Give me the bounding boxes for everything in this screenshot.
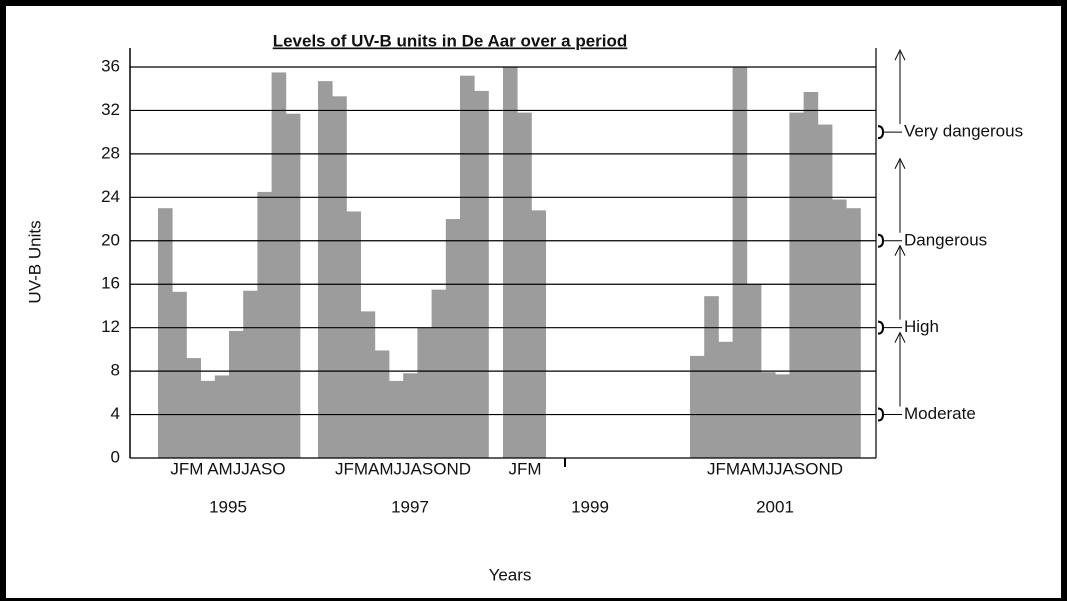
bar — [172, 291, 187, 458]
bar — [374, 350, 390, 458]
bar — [704, 296, 719, 458]
y-tick-label: 0 — [111, 447, 120, 466]
year-label: 1995 — [209, 497, 247, 516]
bar — [460, 75, 475, 458]
y-tick-label: 8 — [111, 361, 120, 380]
bar — [271, 72, 287, 459]
bar — [332, 96, 347, 458]
bar — [690, 355, 705, 458]
level-annotation: Moderate — [904, 404, 976, 423]
month-labels: JFMAMJJASOND — [707, 459, 843, 478]
year-label: 1999 — [571, 497, 609, 516]
chart-title: Levels of UV-B units in De Aar over a pe… — [273, 31, 628, 50]
bar — [531, 210, 546, 458]
level-annotation: High — [904, 317, 939, 336]
y-tick-label: 32 — [101, 100, 120, 119]
year-label: 2001 — [756, 497, 794, 516]
bar — [445, 219, 461, 458]
arrow-head — [894, 49, 906, 61]
bar — [403, 373, 418, 458]
month-labels: JFM AMJJASO — [170, 459, 285, 478]
bar — [243, 290, 258, 458]
arrow-head — [894, 244, 906, 256]
month-labels: JFMAMJJASOND — [335, 459, 471, 478]
bar — [789, 112, 804, 458]
bar — [214, 375, 230, 458]
bar — [389, 380, 404, 458]
y-tick-label: 16 — [101, 274, 120, 293]
bar — [431, 289, 447, 458]
bar — [158, 208, 173, 458]
bar — [186, 358, 201, 458]
bar — [417, 327, 432, 458]
y-tick-label: 36 — [101, 56, 120, 75]
arrow-head — [894, 157, 906, 170]
bar — [229, 330, 244, 458]
level-annotation: Dangerous — [904, 230, 987, 249]
bar — [318, 81, 333, 458]
bar — [775, 374, 790, 458]
y-tick-label: 12 — [101, 317, 120, 336]
bar — [360, 311, 376, 458]
bar — [257, 191, 272, 458]
bar — [503, 67, 518, 458]
bar — [285, 113, 301, 459]
level-annotation: Very dangerous — [904, 122, 1023, 141]
arrow-head — [894, 331, 906, 343]
bar — [732, 67, 748, 458]
y-tick-label: 4 — [111, 404, 120, 423]
month-labels: JFM — [508, 459, 541, 478]
y-tick-label: 24 — [101, 187, 120, 206]
y-tick-label: 28 — [101, 143, 120, 162]
bar — [718, 341, 733, 458]
y-tick-label: 20 — [101, 230, 120, 249]
bar — [846, 208, 861, 458]
bar — [346, 211, 361, 458]
y-axis-label: UV-B Units — [25, 220, 44, 303]
bar — [803, 91, 819, 458]
x-axis-label: Years — [489, 565, 532, 584]
year-label: 1997 — [391, 497, 429, 516]
bar — [817, 124, 833, 458]
bar — [200, 380, 216, 458]
bar — [517, 112, 532, 458]
bar — [474, 90, 489, 459]
bar — [832, 199, 847, 458]
